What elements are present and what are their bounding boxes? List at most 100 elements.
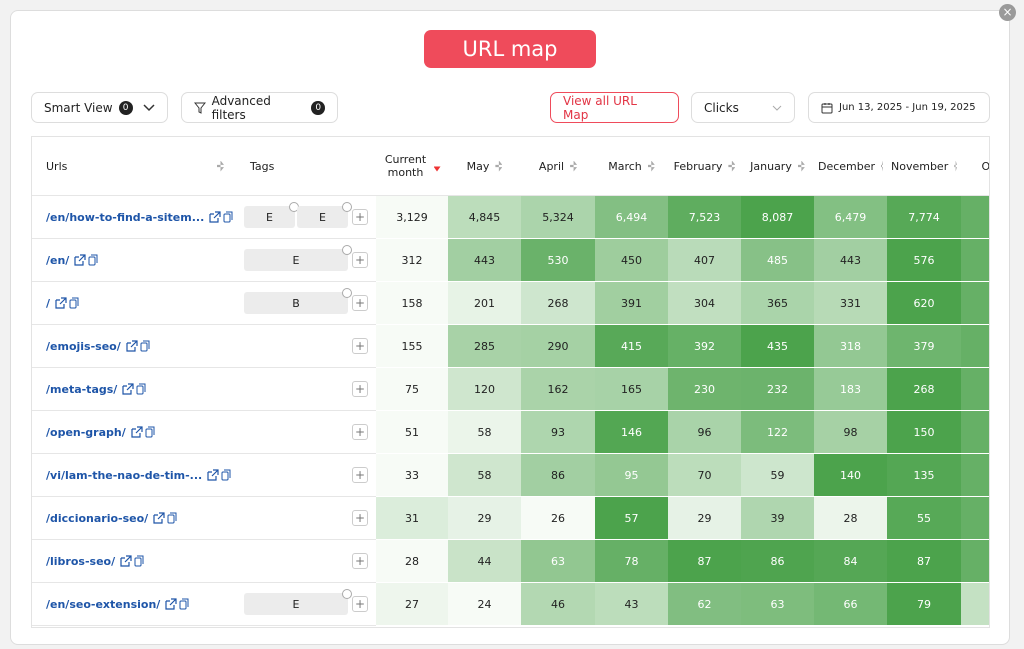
heat-cell: 392: [668, 325, 741, 368]
add-tag-button[interactable]: +: [352, 252, 368, 268]
sort-icon[interactable]: [433, 166, 441, 172]
url-link[interactable]: /emojis-seo/: [46, 339, 121, 353]
header-label: Current month: [384, 153, 427, 179]
url-cell: /diccionario-seo/: [32, 497, 236, 540]
title: URL map: [424, 30, 596, 68]
tag-chip[interactable]: B: [244, 288, 352, 314]
url-link[interactable]: /en/how-to-find-a-sitem...: [46, 210, 205, 224]
add-tag-button[interactable]: +: [352, 510, 368, 526]
sort-icon[interactable]: [570, 160, 578, 172]
tags-cell: +: [236, 325, 376, 368]
url-link[interactable]: /vi/lam-the-nao-de-tim-...: [46, 468, 203, 482]
heat-cell: [961, 454, 989, 497]
advanced-filters[interactable]: Advanced filters 0: [181, 92, 338, 123]
heat-cell: 407: [668, 239, 741, 282]
heat-cell: [961, 282, 989, 325]
header-label: December: [818, 159, 876, 173]
add-tag-button[interactable]: +: [352, 338, 368, 354]
link-icons[interactable]: [207, 469, 231, 481]
url-link[interactable]: /en/seo-extension/: [46, 597, 161, 611]
heat-cell: 331: [814, 282, 887, 325]
header-label: Tags: [250, 159, 275, 173]
date-picker[interactable]: Jun 13, 2025 - Jun 19, 2025: [808, 92, 990, 123]
link-icons[interactable]: [153, 512, 177, 524]
heat-cell: 87: [887, 540, 961, 583]
header-label: May: [466, 159, 490, 173]
sort-icon[interactable]: [495, 160, 503, 172]
add-tag-button[interactable]: +: [352, 295, 368, 311]
view-all-button[interactable]: View all URL Map: [550, 92, 679, 123]
add-tag-button[interactable]: +: [352, 209, 368, 225]
close-button[interactable]: ×: [999, 4, 1016, 21]
heat-cell: 268: [521, 282, 595, 325]
heat-cell: 63: [741, 583, 814, 626]
heat-cell: 57: [595, 497, 668, 540]
heat-cell: 183: [814, 368, 887, 411]
link-icons[interactable]: [131, 426, 155, 438]
tag-chip[interactable]: E: [297, 202, 352, 228]
heat-cell: 443: [814, 239, 887, 282]
url-table: Urls Tags Current month May April March Februa…: [31, 136, 990, 628]
heat-cell: [961, 325, 989, 368]
header-label: February: [673, 159, 723, 173]
tags-cell: E +: [236, 239, 376, 282]
url-cell: /open-graph/: [32, 411, 236, 454]
url-link[interactable]: /libros-seo/: [46, 554, 116, 568]
link-icons[interactable]: [126, 340, 150, 352]
sort-icon[interactable]: [217, 160, 224, 172]
link-icons[interactable]: [74, 254, 98, 266]
url-link[interactable]: /diccionario-seo/: [46, 511, 149, 525]
column-header: April: [521, 137, 595, 196]
tags-cell: +: [236, 497, 376, 540]
heat-cell: 120: [448, 368, 521, 411]
tag-chip[interactable]: E: [244, 245, 352, 271]
sort-icon[interactable]: [954, 160, 957, 172]
heat-cell: 268: [887, 368, 961, 411]
sort-icon[interactable]: [881, 160, 883, 172]
heat-cell: 485: [741, 239, 814, 282]
column-header: Tags: [236, 137, 376, 196]
sort-icon[interactable]: [797, 160, 805, 172]
heat-cell: 75: [376, 368, 448, 411]
link-icons[interactable]: [122, 383, 146, 395]
header-label: November: [891, 159, 949, 173]
heat-cell: 29: [668, 497, 741, 540]
tag-remove[interactable]: [342, 245, 352, 255]
heat-cell: [961, 411, 989, 454]
url-link[interactable]: /: [46, 296, 51, 310]
link-icons[interactable]: [120, 555, 144, 567]
metric-select[interactable]: Clicks: [691, 92, 795, 123]
add-tag-button[interactable]: +: [352, 424, 368, 440]
smart-view[interactable]: Smart View 0: [31, 92, 168, 123]
url-link[interactable]: /meta-tags/: [46, 382, 118, 396]
heat-cell: 29: [448, 497, 521, 540]
add-tag-button[interactable]: +: [352, 381, 368, 397]
heat-cell: 66: [814, 583, 887, 626]
tag-chip[interactable]: E: [244, 202, 299, 228]
heat-cell: 318: [814, 325, 887, 368]
add-tag-button[interactable]: +: [352, 467, 368, 483]
heat-cell: 51: [376, 411, 448, 454]
sort-icon[interactable]: [647, 160, 655, 172]
url-link[interactable]: /en/: [46, 253, 70, 267]
heat-cell: 304: [668, 282, 741, 325]
heat-cell: 33: [376, 454, 448, 497]
tag-chip[interactable]: E: [244, 589, 352, 615]
column-header: February: [668, 137, 741, 196]
heat-cell: 150: [887, 411, 961, 454]
sort-icon[interactable]: [728, 160, 736, 172]
heat-cell: 146: [595, 411, 668, 454]
link-icons[interactable]: [209, 211, 233, 223]
link-icons[interactable]: [165, 598, 189, 610]
add-tag-button[interactable]: +: [352, 596, 368, 612]
tag-remove[interactable]: [342, 589, 352, 599]
add-tag-button[interactable]: +: [352, 553, 368, 569]
tag-remove[interactable]: [342, 288, 352, 298]
tag-remove[interactable]: [342, 202, 352, 212]
url-cell: /libros-seo/: [32, 540, 236, 583]
tags-cell: +: [236, 540, 376, 583]
tags-cell: E +: [236, 583, 376, 626]
link-icons[interactable]: [55, 297, 79, 309]
url-link[interactable]: /open-graph/: [46, 425, 126, 439]
